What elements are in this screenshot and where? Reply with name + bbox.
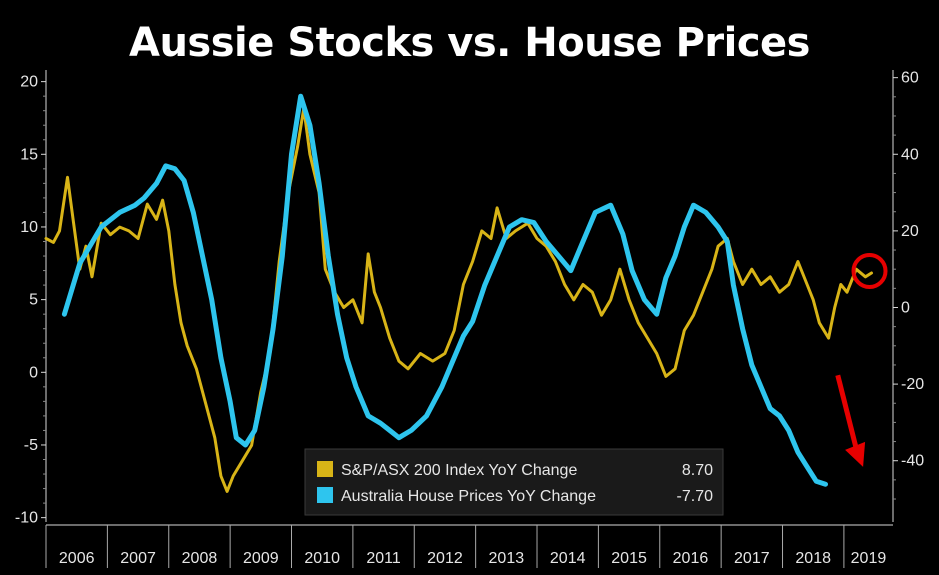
- left-axis-tick-label: 5: [29, 292, 38, 309]
- x-axis-tick-label: 2017: [734, 550, 770, 567]
- left-axis-tick-label: -5: [24, 437, 38, 454]
- legend-swatch-house-prices: [317, 487, 333, 503]
- legend-label-house-prices: Australia House Prices YoY Change: [341, 488, 596, 505]
- x-axis-tick-label: 2006: [59, 550, 95, 567]
- legend-layer: S&P/ASX 200 Index YoY Change 8.70 Australi…: [304, 448, 724, 516]
- right-axis-tick-label: -40: [901, 453, 924, 470]
- highlight-circle: [851, 253, 888, 290]
- legend-label-stocks: S&P/ASX 200 Index YoY Change: [341, 462, 577, 479]
- annotation-layer: [835, 253, 888, 467]
- x-axis-tick-label: 2019: [851, 550, 887, 567]
- right-axis-tick-label: 40: [901, 146, 919, 163]
- stocks-series-line: [44, 106, 873, 493]
- legend-value-stocks: 8.70: [682, 462, 713, 479]
- left-axis-tick-label: -10: [15, 510, 38, 527]
- x-axis-tick-label: 2018: [795, 550, 831, 567]
- x-axis-tick-label: 2009: [243, 550, 279, 567]
- legend-box: [304, 448, 724, 516]
- left-axis-tick-label: 20: [20, 74, 38, 91]
- left-axis-tick-label: 0: [29, 364, 38, 381]
- down-arrow-head: [845, 441, 866, 467]
- x-axis-tick-label: 2014: [550, 550, 586, 567]
- legend-swatch-stocks: [317, 461, 333, 477]
- x-axis-tick-label: 2015: [611, 550, 647, 567]
- x-axis-tick-label: 2008: [182, 550, 218, 567]
- legend-value-house-prices: -7.70: [677, 488, 714, 505]
- series-layer: [44, 93, 873, 493]
- right-axis-tick-label: 60: [901, 70, 919, 87]
- right-axis-tick-label: 0: [901, 299, 910, 316]
- down-arrow-shaft: [835, 374, 860, 453]
- right-axis-tick-label: -20: [901, 376, 924, 393]
- x-axis-tick-label: 2012: [427, 550, 463, 567]
- x-axis-tick-label: 2007: [120, 550, 156, 567]
- right-axis-tick-label: 20: [901, 223, 919, 240]
- left-axis-tick-label: 15: [20, 146, 38, 163]
- x-axis-tick-label: 2013: [489, 550, 525, 567]
- left-axis-tick-label: 10: [20, 219, 38, 236]
- x-axis-tick-label: 2011: [366, 550, 401, 567]
- house-prices-series-line: [61, 93, 828, 487]
- chart-title: Aussie Stocks vs. House Prices: [129, 20, 810, 66]
- x-axis-tick-label: 2016: [673, 550, 709, 567]
- x-axis-tick-label: 2010: [304, 550, 340, 567]
